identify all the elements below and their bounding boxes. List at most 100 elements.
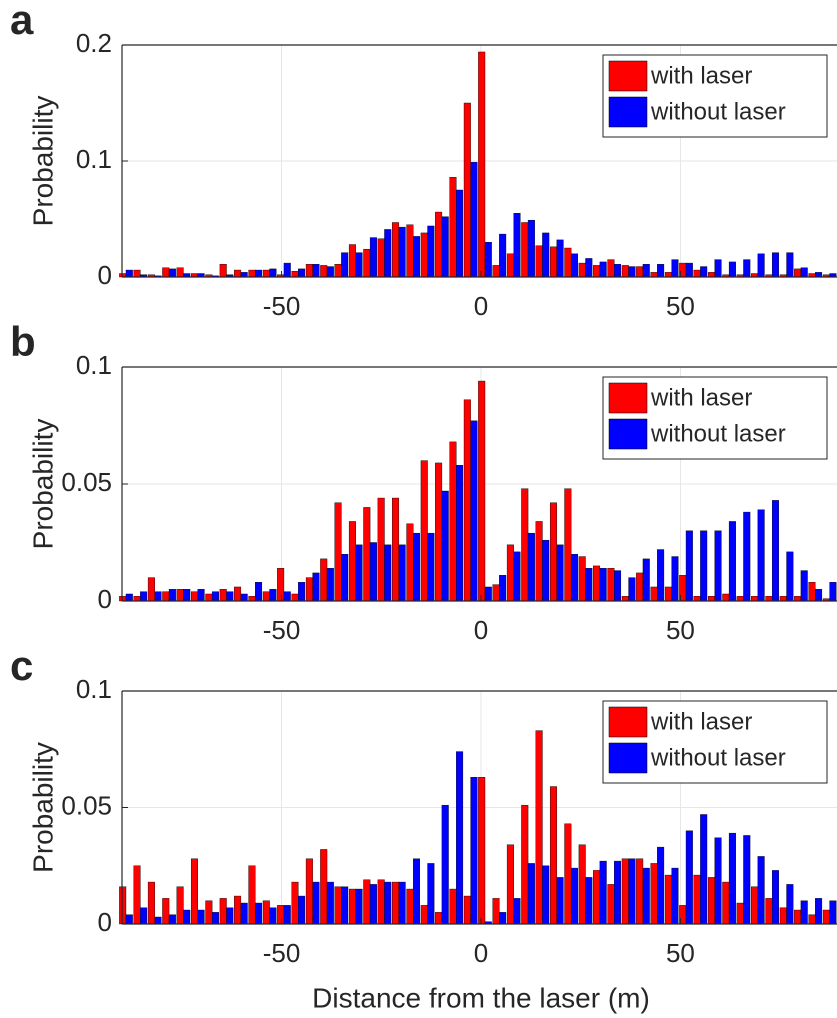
y-tick-label: 0.05 [61,467,112,497]
bar [234,269,242,278]
x-tick-label: 50 [666,938,695,968]
bar [320,265,328,278]
bar [255,582,263,602]
bar [478,51,486,278]
bar [664,586,672,602]
x-tick-label: -50 [263,291,301,321]
bar [326,568,334,602]
y-tick-label: 0.2 [76,28,112,58]
bar [341,252,349,278]
legend-label: without laser [650,98,786,125]
bar [478,777,486,925]
bar [363,248,371,278]
bar [219,264,227,278]
bar [765,898,773,925]
bar [757,253,765,278]
legend-label: with laser [650,384,752,411]
y-axis-title: Probability [27,96,58,227]
legend-label: without laser [650,420,786,447]
bar [363,507,371,602]
bar [593,265,601,278]
bar [119,886,127,925]
bar [722,881,730,925]
bar [470,777,478,925]
x-tick-label: 0 [474,291,488,321]
bar [578,262,586,278]
bar [341,554,349,602]
bar [607,884,615,925]
bar [549,786,557,925]
bar [829,582,837,602]
bar [190,591,198,602]
bar [829,900,837,925]
bar [607,259,615,278]
bar [786,551,794,602]
y-axis-title: Probability [27,419,58,550]
bar [334,886,342,925]
legend-label: with laser [650,708,752,735]
bar [743,511,751,602]
y-tick-label: 0 [98,584,112,614]
bar [527,219,535,278]
bar [542,232,550,278]
panel-label: c [10,642,33,689]
bar [478,380,486,602]
bar [248,865,256,925]
bar [240,593,248,602]
bar [628,577,636,602]
legend-swatch [608,418,648,450]
bar [593,870,601,925]
bar [190,858,198,925]
bar [420,460,428,602]
bar [312,572,320,602]
bar [470,161,478,278]
bar [392,222,400,278]
bar [449,441,457,602]
bar [570,867,578,925]
bar [786,884,794,925]
bar [521,804,529,925]
bar [255,269,263,278]
bar [621,265,629,278]
y-tick-label: 0.1 [76,674,112,704]
x-tick-label: 50 [666,291,695,321]
bar [786,252,794,278]
bar [441,804,449,925]
bar [168,914,176,925]
bar [671,867,679,925]
bar [305,577,313,602]
bar [427,863,435,925]
bar [406,888,414,925]
bar [614,570,622,602]
bar [593,565,601,602]
bar [435,211,443,278]
bar [211,912,219,925]
bar [305,264,313,278]
bar [650,863,658,925]
bar [815,589,823,602]
bar [585,568,593,602]
bar [671,259,679,278]
bar [564,488,572,602]
bar [255,902,263,925]
bar [176,267,184,278]
bar [728,261,736,278]
bar [355,544,363,602]
bar [262,269,270,278]
bar [219,589,227,602]
bar [671,556,679,602]
bar [722,593,730,602]
bar [636,572,644,602]
bar [657,846,665,925]
bar [291,593,299,602]
bar [700,266,708,278]
bar [125,593,133,602]
bar [650,272,658,278]
bar [283,262,291,278]
bar [743,835,751,925]
bar [291,881,299,925]
bar [794,596,802,602]
bar [693,269,701,278]
legend-label: with laser [650,62,752,89]
bar [384,544,392,602]
